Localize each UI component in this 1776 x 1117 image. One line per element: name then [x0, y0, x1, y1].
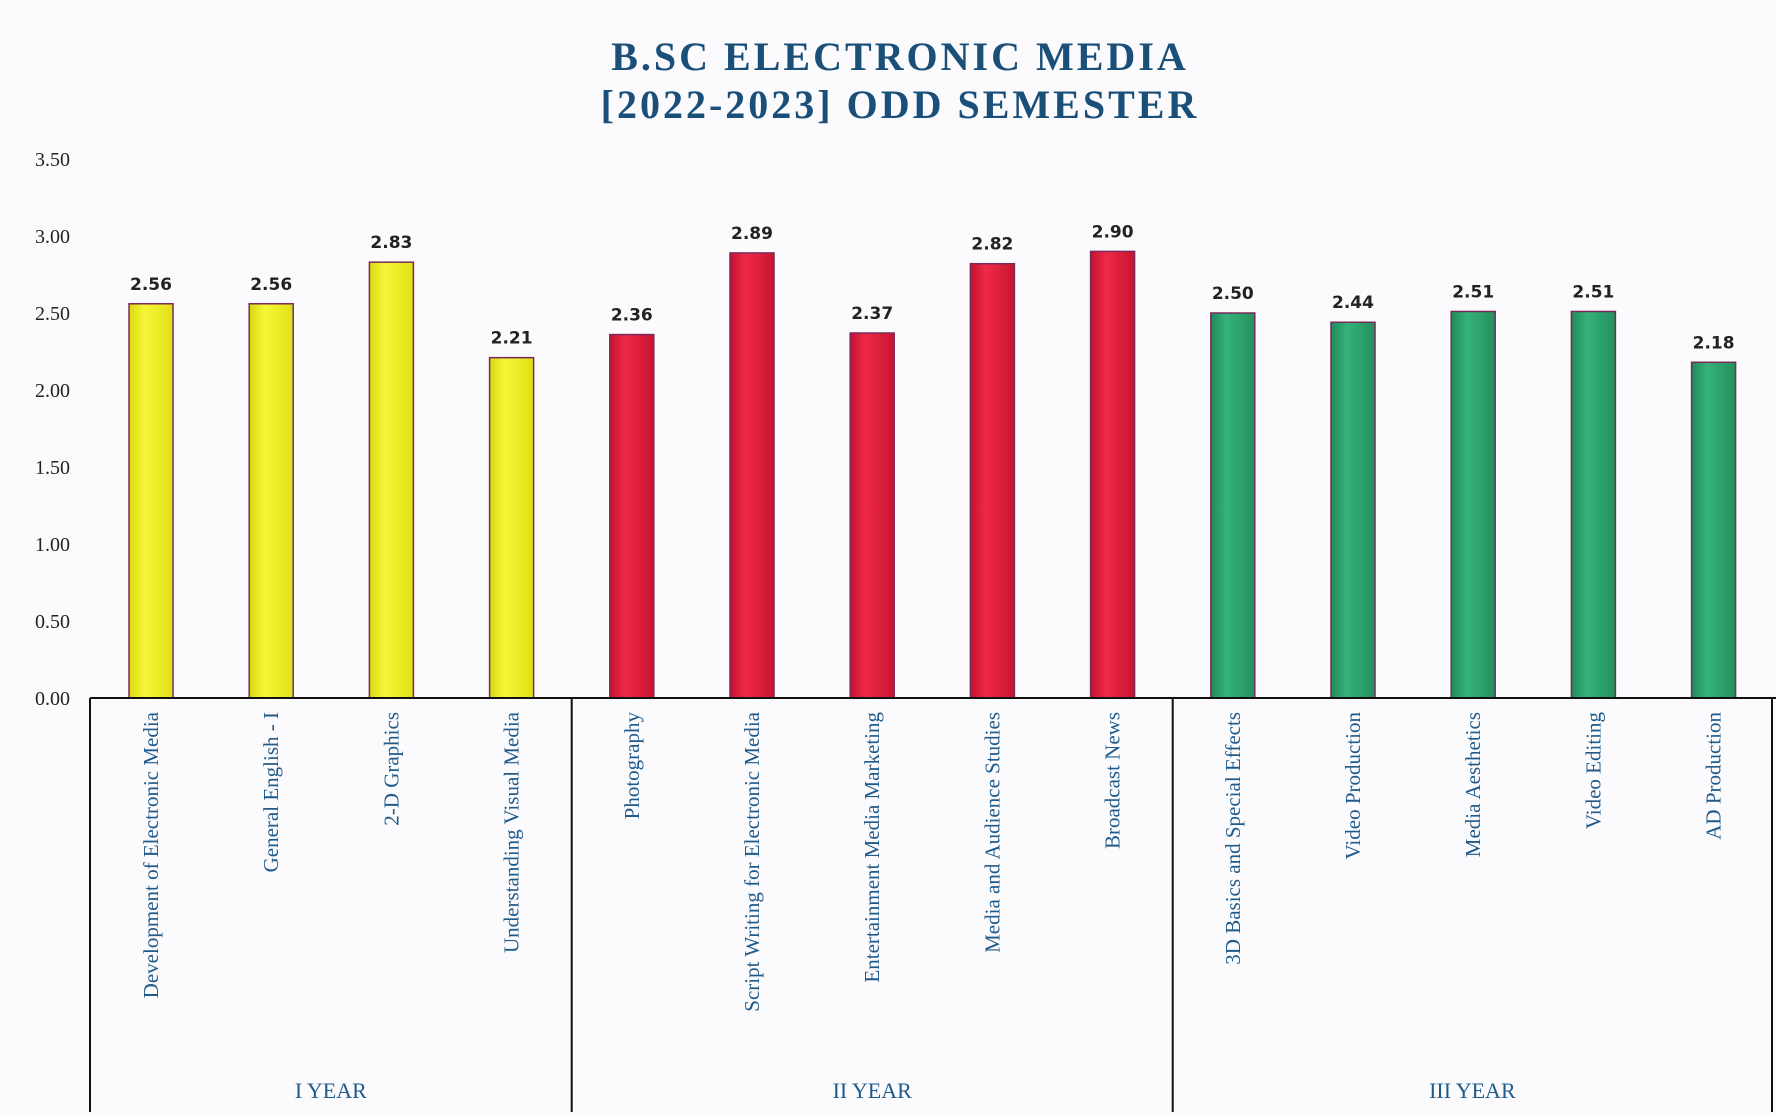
bar — [128, 303, 174, 699]
y-tick-label: 3.50 — [35, 149, 70, 171]
x-tick-label: Media Aesthetics — [1461, 712, 1485, 857]
chart-title-line-2: [2022-2023] ODD SEMESTER — [601, 82, 1200, 127]
data-label: 2.36 — [611, 306, 653, 326]
bar — [1089, 250, 1136, 699]
x-tick-label: General English - I — [259, 712, 283, 872]
data-label: 2.89 — [731, 224, 773, 244]
x-tick-label: Understanding Visual Media — [500, 711, 524, 953]
bar — [368, 261, 415, 699]
data-label: 2.50 — [1212, 284, 1254, 304]
data-label: 2.90 — [1092, 222, 1134, 242]
bar — [1570, 310, 1617, 699]
x-tick-label: 2-D Graphics — [379, 712, 403, 826]
x-tick-label: Video Production — [1341, 712, 1365, 860]
x-tick-label: 3D Basics and Special Effects — [1221, 712, 1245, 965]
year-group-frame: I YEAR II YEAR III YEAR — [89, 698, 1773, 1112]
x-tick-label: Video Editing — [1581, 712, 1605, 830]
data-label: 2.44 — [1332, 293, 1374, 313]
data-label: 2.37 — [851, 304, 893, 324]
data-label: 2.82 — [971, 235, 1013, 255]
y-tick-label: 1.50 — [35, 457, 70, 479]
x-tick-label: Development of Electronic Media — [139, 711, 163, 998]
bar — [1690, 361, 1737, 699]
bar — [1450, 310, 1496, 699]
y-tick-label: 2.50 — [35, 303, 70, 325]
y-axis-ticks: 0.00 0.50 1.00 1.50 2.00 2.50 3.00 3.50 — [35, 149, 70, 710]
chart-title-line-1: B.SC ELECTRONIC MEDIA — [611, 34, 1189, 79]
bar — [609, 333, 655, 699]
data-label: 2.18 — [1693, 333, 1735, 353]
x-axis-labels: Development of Electronic Media General E… — [139, 711, 1726, 1011]
group-label: II YEAR — [833, 1078, 913, 1103]
y-tick-label: 1.00 — [35, 534, 70, 556]
bar — [248, 303, 294, 699]
x-tick-label: AD Production — [1702, 712, 1726, 840]
bar — [969, 262, 1016, 699]
bar — [1330, 321, 1376, 699]
data-labels: 2.56 2.56 2.83 2.21 2.36 2.89 2.37 2.82 2.90 2.50… — [130, 222, 1735, 353]
y-tick-label: 0.00 — [35, 688, 70, 710]
x-tick-label: Entertainment Media Marketing — [860, 712, 884, 983]
data-label: 2.21 — [491, 329, 533, 349]
group-label: I YEAR — [295, 1078, 367, 1103]
bar — [729, 252, 775, 699]
data-label: 2.51 — [1572, 282, 1614, 302]
data-label: 2.51 — [1452, 282, 1494, 302]
x-tick-label: Script Writing for Electronic Media — [740, 711, 764, 1011]
y-tick-label: 3.00 — [35, 226, 70, 248]
y-tick-label: 2.00 — [35, 380, 70, 402]
bar — [1210, 312, 1256, 699]
x-tick-label: Photography — [620, 712, 644, 820]
bar — [849, 332, 895, 699]
group-label: III YEAR — [1429, 1078, 1516, 1103]
data-label: 2.56 — [130, 275, 172, 295]
bars — [128, 250, 1737, 699]
bar — [488, 356, 535, 699]
x-tick-label: Broadcast News — [1101, 712, 1125, 849]
data-label: 2.56 — [250, 275, 292, 295]
y-tick-label: 0.50 — [35, 611, 70, 633]
data-label: 2.83 — [370, 233, 412, 253]
x-tick-label: Media and Audience Studies — [980, 712, 1004, 953]
